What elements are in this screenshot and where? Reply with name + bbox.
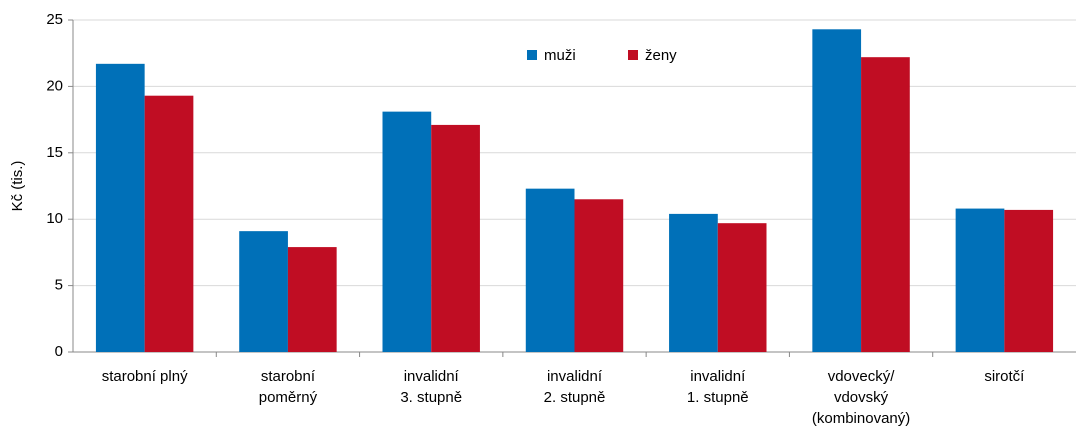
bar <box>525 188 575 352</box>
x-tick-label: vdovský <box>834 389 889 406</box>
y-tick-label: 10 <box>46 210 63 227</box>
x-tick-label: vdovecký/ <box>828 368 896 385</box>
y-tick-label: 20 <box>46 77 63 94</box>
x-tick-label: 3. stupně <box>400 389 462 406</box>
x-tick-label: starobní plný <box>102 368 188 385</box>
bar <box>717 223 767 352</box>
y-tick-label: 15 <box>46 144 63 161</box>
x-tick-label: invalidní <box>690 368 746 385</box>
bar <box>431 124 480 352</box>
x-tick-label: 1. stupně <box>687 389 749 406</box>
bar <box>144 95 194 353</box>
y-tick-label: 5 <box>55 277 63 294</box>
bar <box>812 29 862 353</box>
bar <box>287 247 337 352</box>
bar <box>95 63 145 352</box>
x-tick-label: starobní <box>261 368 316 385</box>
legend-swatch <box>527 50 537 60</box>
x-tick-label: sirotčí <box>984 368 1025 385</box>
legend-label: muži <box>544 47 576 64</box>
bar <box>955 208 1005 352</box>
x-tick-label: 2. stupně <box>544 389 606 406</box>
bar <box>1004 209 1054 352</box>
bar <box>239 231 288 352</box>
bar <box>861 57 910 353</box>
y-tick-label: 0 <box>55 343 63 360</box>
x-tick-label: (kombinovaný) <box>812 410 910 427</box>
x-tick-label: invalidní <box>404 368 460 385</box>
y-axis-label: Kč (tis.) <box>9 161 26 212</box>
legend-swatch <box>628 50 638 60</box>
legend-label: ženy <box>645 47 677 64</box>
x-tick-label: poměrný <box>259 389 318 406</box>
bar <box>669 213 718 352</box>
x-tick-label: invalidní <box>547 368 603 385</box>
bar <box>574 199 624 352</box>
y-tick-label: 25 <box>46 11 63 28</box>
bar <box>382 111 432 353</box>
